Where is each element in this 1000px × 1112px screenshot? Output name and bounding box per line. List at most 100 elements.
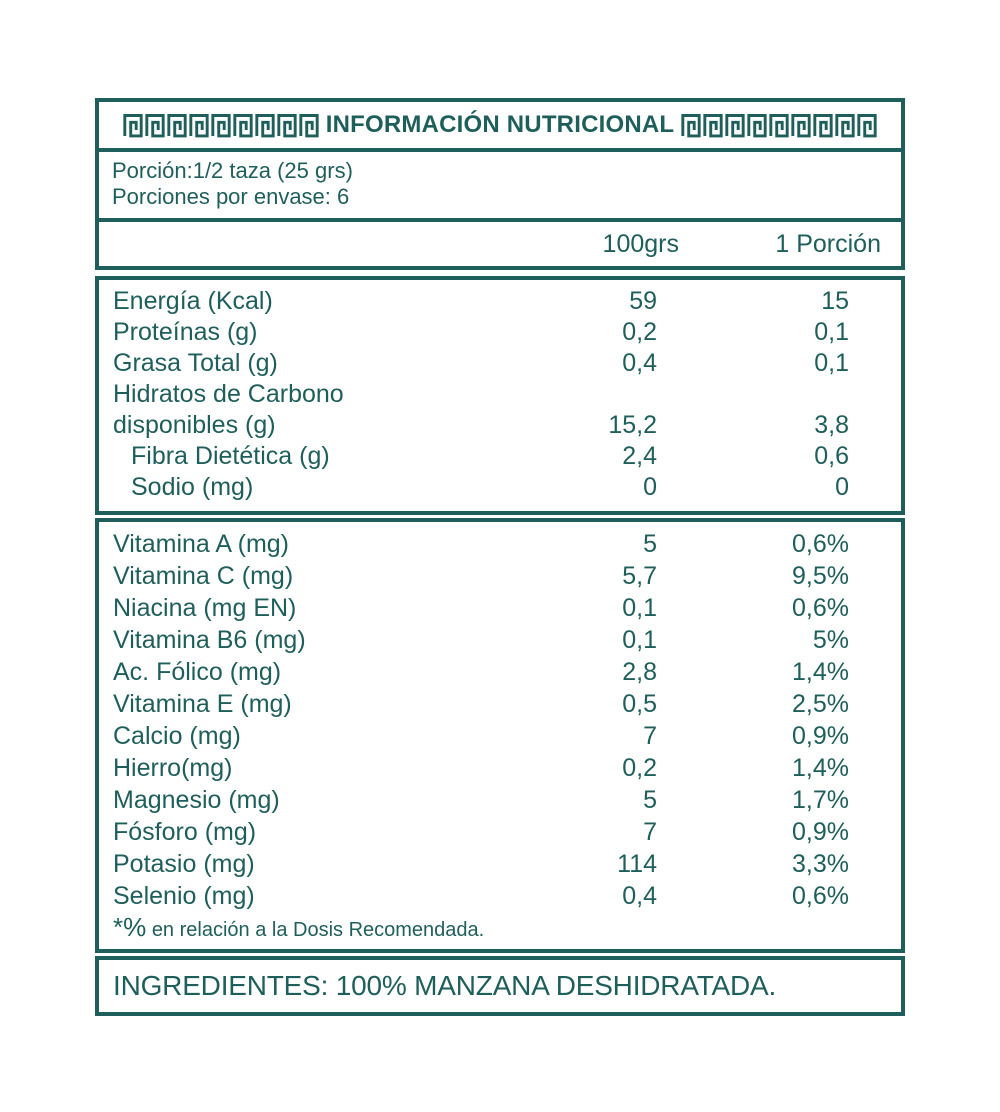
- serving-size-text: Porción:1/2 taza (25 grs): [112, 158, 353, 183]
- micronutrients-box: Vitamina A (mg) 5 0,6% Vitamina C (mg) 5…: [95, 518, 905, 953]
- column-headers-row: 100grs 1 Porción: [99, 222, 901, 266]
- value-per-100g: 7: [643, 722, 657, 750]
- nutrition-label: INFORMACIÓN NUTRICIONAL Porción:1/2 taza…: [95, 98, 905, 1016]
- nutrient-label-line1: Hidratos de Carbono: [113, 380, 344, 408]
- nutrient-label: Vitamina B6 (mg): [113, 626, 306, 654]
- nutrient-label: Hidratos de Carbono disponibles (g): [113, 379, 537, 441]
- value-per-100g: 2,4: [622, 442, 657, 470]
- nutrient-label: Grasa Total (g): [113, 349, 278, 377]
- value-per-portion: 0: [835, 473, 849, 501]
- value-per-100g: 0,2: [622, 754, 657, 782]
- greek-key-icon: [813, 113, 833, 137]
- greek-key-icon: [791, 113, 811, 137]
- nutrient-label: Potasio (mg): [113, 850, 255, 878]
- value-per-portion: 1,7%: [792, 786, 849, 814]
- nutrient-row-ac-folico: Ac. Fólico (mg) 2,8 1,4%: [99, 656, 901, 688]
- value-per-100g: 114: [617, 850, 657, 878]
- greek-key-icon: [857, 113, 877, 137]
- footnote-symbol: *%: [113, 912, 147, 942]
- nutrient-label: Vitamina E (mg): [113, 690, 292, 718]
- greek-key-icon: [233, 113, 253, 137]
- nutrient-label: Proteínas (g): [113, 318, 258, 346]
- nutrient-row-magnesio: Magnesio (mg) 5 1,7%: [99, 784, 901, 816]
- value-per-portion: 0,9%: [792, 818, 849, 846]
- header-divider: [99, 148, 901, 152]
- nutrient-row-vitamina-e: Vitamina E (mg) 0,5 2,5%: [99, 688, 901, 720]
- value-per-100g: 0,1: [622, 626, 657, 654]
- greek-key-icon: [277, 113, 297, 137]
- macronutrients-box: Energía (Kcal) 59 15 Proteínas (g) 0,2 0…: [95, 276, 905, 515]
- greek-key-icon: [167, 113, 187, 137]
- value-per-100g: 5,7: [622, 562, 657, 590]
- value-per-portion: 9,5%: [792, 562, 849, 590]
- greek-key-icon: [769, 113, 789, 137]
- value-per-100g: 15,2: [608, 411, 657, 439]
- nutrient-label: Hierro(mg): [113, 754, 233, 782]
- footnote-text: en relación a la Dosis Recomendada.: [151, 919, 485, 941]
- nutrient-label: Ac. Fólico (mg): [113, 658, 282, 686]
- nutrient-row-energia: Energía (Kcal) 59 15: [99, 286, 901, 317]
- nutrient-row-vitamina-b6: Vitamina B6 (mg) 0,1 5%: [99, 624, 901, 656]
- value-per-portion: 0,6: [814, 442, 849, 470]
- servings-per-container-text: Porciones por envase: 6: [112, 184, 350, 209]
- value-per-100g: 5: [643, 786, 657, 814]
- label-title: INFORMACIÓN NUTRICIONAL: [325, 111, 675, 138]
- nutrient-label-line2: disponibles (g): [113, 411, 276, 439]
- value-per-100g: 0: [643, 473, 657, 501]
- greek-key-icon: [189, 113, 209, 137]
- value-per-portion: 2,5%: [792, 690, 849, 718]
- value-per-portion: 0,1: [814, 318, 849, 346]
- footnote: *% en relación a la Dosis Recomendada.: [99, 912, 901, 945]
- nutrient-row-niacina: Niacina (mg EN) 0,1 0,6%: [99, 592, 901, 624]
- greek-key-ornament-left: [123, 113, 319, 138]
- value-per-portion: 0,9%: [792, 722, 849, 750]
- value-per-portion: 5%: [812, 626, 849, 654]
- greek-key-icon: [145, 113, 165, 137]
- value-per-100g: 5: [643, 530, 657, 558]
- value-per-portion: 0,1: [814, 349, 849, 377]
- value-per-portion: 1,4%: [792, 658, 849, 686]
- nutrient-row-potasio: Potasio (mg) 114 3,3%: [99, 848, 901, 880]
- greek-key-icon: [835, 113, 855, 137]
- value-per-100g: 2,8: [622, 658, 657, 686]
- greek-key-icon: [123, 113, 143, 137]
- nutrient-label: Sodio (mg): [131, 473, 254, 501]
- value-per-portion: 0,6%: [792, 882, 849, 910]
- nutrient-row-selenio: Selenio (mg) 0,4 0,6%: [99, 880, 901, 912]
- greek-key-icon: [681, 113, 701, 137]
- value-per-portion: 15: [821, 287, 849, 315]
- value-per-100g: 0,2: [622, 318, 657, 346]
- greek-key-icon: [299, 113, 319, 137]
- greek-key-icon: [725, 113, 745, 137]
- nutrient-row-grasa-total: Grasa Total (g) 0,4 0,1: [99, 348, 901, 379]
- nutrient-label: Niacina (mg EN): [113, 594, 297, 622]
- nutrient-label: Energía (Kcal): [113, 287, 273, 315]
- nutrient-label: Fósforo (mg): [113, 818, 257, 846]
- greek-key-icon: [703, 113, 723, 137]
- nutrient-label: Fibra Dietética (g): [131, 442, 330, 470]
- nutrient-row-hierro: Hierro(mg) 0,2 1,4%: [99, 752, 901, 784]
- value-per-100g: 7: [643, 818, 657, 846]
- nutrient-row-fibra: Fibra Dietética (g) 2,4 0,6: [99, 441, 901, 472]
- greek-key-icon: [211, 113, 231, 137]
- nutrient-label: Calcio (mg): [113, 722, 241, 750]
- column-header-1-porcion: 1 Porción: [775, 229, 881, 258]
- column-header-100grs: 100grs: [602, 229, 679, 258]
- value-per-100g: 0,4: [622, 882, 657, 910]
- nutrient-label: Vitamina A (mg): [113, 530, 290, 558]
- value-per-100g: 0,1: [622, 594, 657, 622]
- nutrient-label: Vitamina C (mg): [113, 562, 294, 590]
- value-per-100g: 59: [629, 287, 657, 315]
- header-box: INFORMACIÓN NUTRICIONAL Porción:1/2 taza…: [95, 98, 905, 270]
- value-per-100g: 0,4: [622, 349, 657, 377]
- value-per-portion: 0,6%: [792, 530, 849, 558]
- nutrient-row-sodio: Sodio (mg) 0 0: [99, 472, 901, 503]
- ingredients-box: INGREDIENTES: 100% MANZANA DESHIDRATADA.: [95, 956, 905, 1016]
- nutrient-row-fosforo: Fósforo (mg) 7 0,9%: [99, 816, 901, 848]
- nutrient-row-calcio: Calcio (mg) 7 0,9%: [99, 720, 901, 752]
- serving-info: Porción:1/2 taza (25 grs) Porciones por …: [99, 152, 901, 218]
- nutrient-row-hidratos: Hidratos de Carbono disponibles (g) 15,2…: [99, 379, 901, 441]
- greek-key-icon: [747, 113, 767, 137]
- greek-key-icon: [255, 113, 275, 137]
